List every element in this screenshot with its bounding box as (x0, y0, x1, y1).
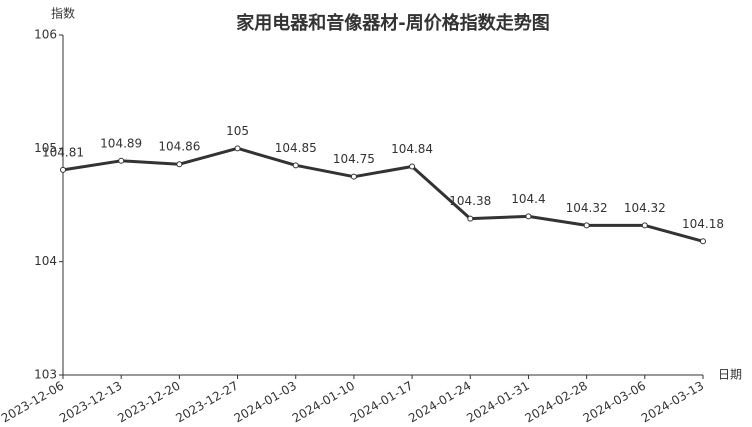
y-tick-label: 105 (34, 141, 57, 155)
data-label: 104.4 (511, 192, 545, 206)
data-label: 104.32 (624, 201, 666, 215)
line (62, 146, 704, 243)
marker (700, 238, 706, 245)
marker (467, 215, 474, 222)
marker (292, 162, 299, 169)
data-label: 104.81 (42, 145, 84, 159)
data-label: 104.75 (333, 152, 375, 166)
marker (60, 166, 66, 173)
y-tick-label: 104 (34, 254, 57, 268)
marker (176, 161, 183, 168)
y-tick-label: 103 (34, 368, 57, 382)
marker (641, 222, 648, 229)
marker (118, 157, 125, 164)
marker (409, 163, 416, 170)
y-axis-label: 指数 (51, 6, 75, 21)
chart-title: 家用电器和音像器材-周价格指数走势图 (236, 12, 549, 34)
marker (525, 213, 532, 220)
y-tick-label: 106 (34, 28, 57, 42)
data-label: 104.86 (158, 140, 200, 154)
data-label: 104.32 (566, 201, 608, 215)
data-label: 104.38 (449, 194, 491, 208)
data-label: 104.89 (100, 136, 142, 150)
data-label: 105 (226, 124, 249, 138)
data-label: 104.85 (275, 141, 317, 155)
data-label: 104.18 (682, 217, 724, 231)
marker (350, 173, 357, 180)
data-label: 104.84 (391, 142, 433, 156)
marker (583, 222, 590, 229)
marker (234, 145, 241, 152)
x-axis-label: 日期 (718, 368, 742, 382)
